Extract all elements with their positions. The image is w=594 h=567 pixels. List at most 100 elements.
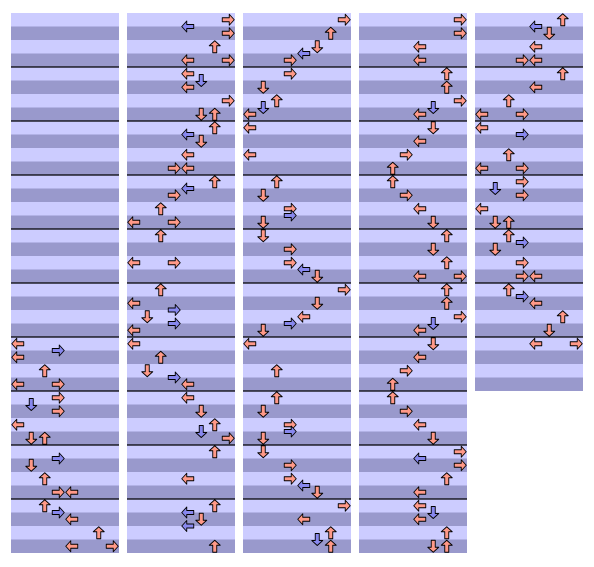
arrow-note <box>38 499 51 513</box>
beat-stripe <box>127 229 235 243</box>
beat-stripe <box>127 188 235 202</box>
arrow-note <box>127 324 141 337</box>
beat-stripe <box>243 242 351 256</box>
beat-stripe <box>359 229 467 243</box>
beat-stripe <box>11 67 119 81</box>
beat-stripe <box>359 350 467 364</box>
arrow-note <box>324 539 337 553</box>
beat-stripe <box>11 485 119 499</box>
arrow-note <box>440 67 453 81</box>
beat-stripe <box>127 512 235 526</box>
arrow-note <box>181 506 195 519</box>
arrow-note <box>257 101 270 114</box>
arrow-note <box>257 80 270 94</box>
beat-stripe <box>127 364 235 378</box>
arrow-note <box>11 418 25 431</box>
arrow-note <box>427 431 440 445</box>
beat-stripe <box>243 26 351 40</box>
arrow-note <box>297 310 311 323</box>
arrow-note <box>181 67 195 80</box>
arrow-note <box>440 256 453 270</box>
arrow-note <box>311 533 324 546</box>
arrow-note <box>167 304 181 316</box>
beat-stripe <box>243 188 351 202</box>
arrow-note <box>427 539 440 553</box>
arrow-note <box>515 54 529 67</box>
beat-stripe <box>11 80 119 94</box>
arrow-note <box>181 162 195 175</box>
beat-stripe <box>359 377 467 391</box>
beat-stripe <box>127 391 235 405</box>
arrow-note <box>529 297 543 310</box>
arrow-note <box>399 405 413 418</box>
beat-stripe <box>243 107 351 121</box>
arrow-note <box>283 472 297 485</box>
arrow-note <box>413 270 427 283</box>
beat-stripe <box>243 364 351 378</box>
beat-stripe <box>11 472 119 486</box>
arrow-note <box>515 290 529 303</box>
beat-stripe <box>127 431 235 445</box>
arrow-note <box>311 485 324 499</box>
arrow-note <box>243 108 257 121</box>
beat-stripe <box>127 499 235 513</box>
beat-stripe <box>359 188 467 202</box>
arrow-note <box>208 40 221 54</box>
arrow-note <box>257 229 270 243</box>
beat-stripe <box>127 26 235 40</box>
beat-stripe <box>359 40 467 54</box>
beat-stripe <box>359 107 467 121</box>
arrow-note <box>337 283 351 296</box>
arrow-note <box>141 310 154 324</box>
beat-stripe <box>475 26 583 40</box>
arrow-note <box>440 472 453 486</box>
arrow-note <box>257 404 270 418</box>
beat-stripe <box>11 337 119 351</box>
beat-stripe <box>243 40 351 54</box>
beat-stripe <box>127 161 235 175</box>
arrow-note <box>195 425 208 438</box>
beat-stripe <box>11 188 119 202</box>
beat-stripe <box>127 215 235 229</box>
arrow-note <box>440 80 453 94</box>
arrow-note <box>337 499 351 512</box>
arrow-note <box>38 364 51 378</box>
beat-stripe <box>243 121 351 135</box>
arrow-note <box>515 270 529 283</box>
arrow-note <box>413 40 427 53</box>
panel <box>359 13 467 553</box>
arrow-note <box>529 40 543 53</box>
beat-stripe <box>359 215 467 229</box>
arrow-note <box>283 67 297 80</box>
arrow-note <box>181 472 195 485</box>
arrow-note <box>413 499 427 512</box>
arrow-note <box>181 128 195 141</box>
beat-stripe <box>359 121 467 135</box>
arrow-note <box>529 81 543 94</box>
arrow-note <box>167 189 181 202</box>
arrow-note <box>154 350 167 364</box>
beat-stripe <box>359 161 467 175</box>
beat-stripe <box>127 283 235 297</box>
arrow-note <box>51 405 65 418</box>
beat-stripe <box>127 485 235 499</box>
beat-stripe <box>243 418 351 432</box>
beat-stripe <box>359 364 467 378</box>
beat-stripe <box>359 323 467 337</box>
arrow-note <box>543 26 556 40</box>
arrow-note <box>427 317 440 330</box>
arrow-note <box>154 202 167 216</box>
arrow-note <box>324 526 337 540</box>
beat-stripe <box>243 161 351 175</box>
arrow-note <box>270 364 283 378</box>
arrow-note <box>311 269 324 283</box>
arrow-note <box>529 20 543 33</box>
beat-stripe <box>243 512 351 526</box>
beat-stripe <box>359 310 467 324</box>
beat-stripe <box>359 458 467 472</box>
beat-stripe <box>475 215 583 229</box>
arrow-note <box>440 283 453 297</box>
beat-stripe <box>475 53 583 67</box>
beat-stripe <box>11 161 119 175</box>
arrow-note <box>92 526 105 540</box>
